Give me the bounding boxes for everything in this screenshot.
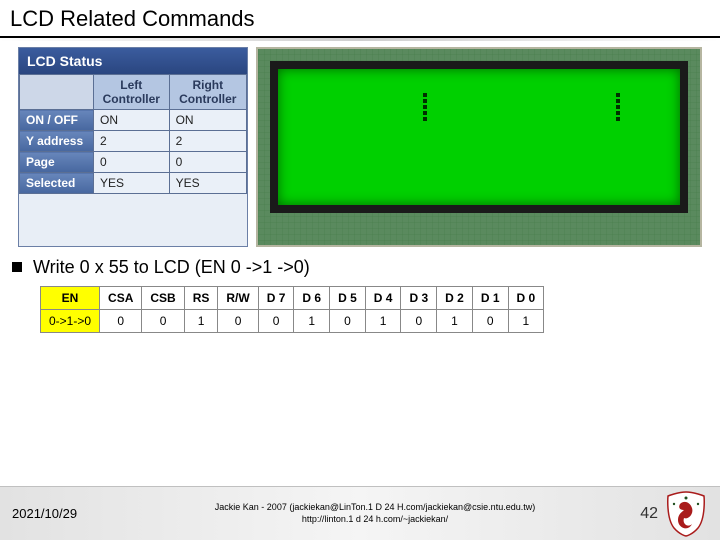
lcd-status-box: LCD Status Left Controller Right Control… (18, 47, 248, 247)
byte-value-cell: 1 (365, 310, 401, 333)
status-header-row: Left Controller Right Controller (20, 75, 247, 110)
status-row-right: 2 (169, 131, 246, 152)
byte-header-cell: EN (41, 287, 100, 310)
status-row-label: Page (20, 152, 94, 173)
status-row: ON / OFFONON (20, 110, 247, 131)
status-col-left: Left Controller (94, 75, 170, 110)
byte-header-cell: CSB (142, 287, 184, 310)
bullet-icon (12, 262, 22, 272)
byte-table: ENCSACSBRSR/WD 7D 6D 5D 4D 3D 2D 1D 0 0-… (40, 286, 544, 333)
slide-title: LCD Related Commands (0, 0, 720, 38)
lcd-pcb (256, 47, 702, 247)
byte-value-cell: 0 (472, 310, 508, 333)
byte-value-cell: 0 (330, 310, 366, 333)
byte-header-cell: D 6 (294, 287, 330, 310)
status-row-left: YES (94, 173, 170, 194)
status-row-right: YES (169, 173, 246, 194)
status-table: Left Controller Right Controller ON / OF… (19, 74, 247, 194)
byte-header-cell: D 3 (401, 287, 437, 310)
status-tbody: ON / OFFONONY address22Page00SelectedYES… (20, 110, 247, 194)
byte-value-cell: 0->1->0 (41, 310, 100, 333)
byte-value-cell: 0 (258, 310, 294, 333)
status-col-right: Right Controller (169, 75, 246, 110)
byte-value-cell: 1 (508, 310, 544, 333)
byte-value-cell: 1 (184, 310, 218, 333)
status-row-right: 0 (169, 152, 246, 173)
byte-header-cell: RS (184, 287, 218, 310)
status-row: Y address22 (20, 131, 247, 152)
byte-value-cell: 1 (294, 310, 330, 333)
byte-header-cell: D 1 (472, 287, 508, 310)
byte-header-cell: D 2 (437, 287, 473, 310)
byte-value-cell: 0 (401, 310, 437, 333)
status-row-right: ON (169, 110, 246, 131)
footer-right: 42 (628, 490, 708, 538)
status-row-label: Y address (20, 131, 94, 152)
byte-header-row: ENCSACSBRSR/WD 7D 6D 5D 4D 3D 2D 1D 0 (41, 287, 544, 310)
status-row-label: Selected (20, 173, 94, 194)
byte-value-cell: 0 (100, 310, 142, 333)
status-row: SelectedYESYES (20, 173, 247, 194)
footer-credit: Jackie Kan - 2007 (jackiekan@LinTon.1 D … (122, 502, 628, 525)
footer-date: 2021/10/29 (12, 506, 122, 521)
status-header: LCD Status (19, 48, 247, 74)
status-row-left: 0 (94, 152, 170, 173)
byte-header-cell: CSA (100, 287, 142, 310)
lcd-panel: LCD Status Left Controller Right Control… (18, 47, 702, 247)
byte-value-cell: 0 (142, 310, 184, 333)
status-row-left: ON (94, 110, 170, 131)
pixel-column-right (616, 93, 620, 123)
body-text: Write 0 x 55 to LCD (EN 0 ->1 ->0) (12, 257, 702, 278)
body-line: Write 0 x 55 to LCD (EN 0 ->1 ->0) (33, 257, 310, 277)
credit-line-2: http://linton.1 d 24 h.com/~jackiekan/ (122, 514, 628, 526)
pixel-column-left (423, 93, 427, 123)
byte-header-cell: D 7 (258, 287, 294, 310)
title-underline (0, 38, 720, 41)
credit-line-1: Jackie Kan - 2007 (jackiekan@LinTon.1 D … (122, 502, 628, 514)
byte-value-cell: 1 (437, 310, 473, 333)
status-row: Page00 (20, 152, 247, 173)
byte-header-cell: R/W (218, 287, 258, 310)
byte-header-cell: D 5 (330, 287, 366, 310)
byte-header-cell: D 4 (365, 287, 401, 310)
byte-value-row: 0->1->0001001010101 (41, 310, 544, 333)
byte-header-cell: D 0 (508, 287, 544, 310)
status-row-label: ON / OFF (20, 110, 94, 131)
crest-icon (664, 490, 708, 538)
byte-value-cell: 0 (218, 310, 258, 333)
slide-footer: 2021/10/29 Jackie Kan - 2007 (jackiekan@… (0, 486, 720, 540)
content-area: LCD Status Left Controller Right Control… (0, 47, 720, 333)
page-number: 42 (640, 505, 658, 523)
lcd-screen (270, 61, 688, 213)
status-col-blank (20, 75, 94, 110)
status-row-left: 2 (94, 131, 170, 152)
